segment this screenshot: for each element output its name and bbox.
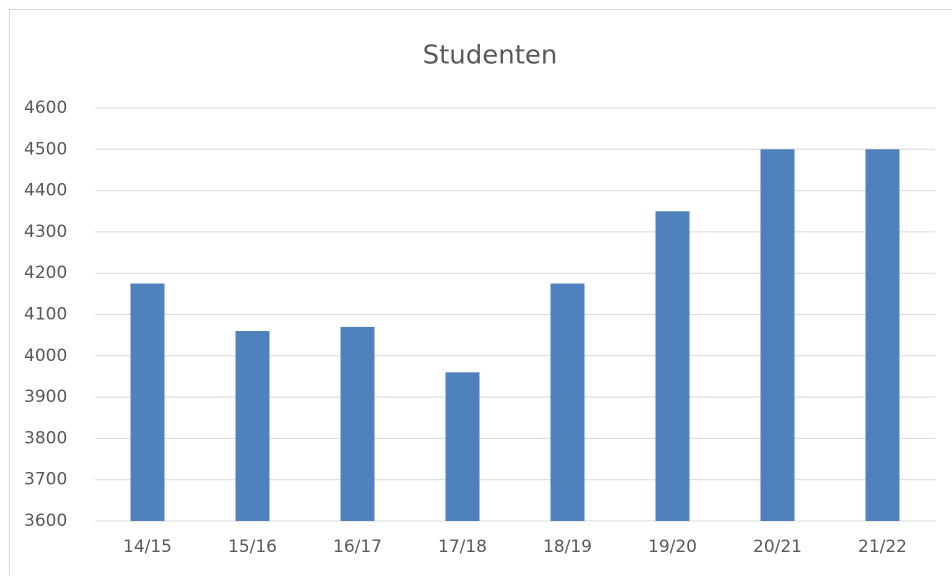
chart-title: Studenten — [423, 41, 558, 71]
y-tick-label: 4300 — [24, 222, 67, 242]
y-tick-label: 4100 — [24, 305, 67, 325]
bar — [341, 327, 375, 521]
bar — [761, 149, 795, 521]
y-tick-label: 4000 — [24, 346, 67, 366]
x-tick-label: 16/17 — [333, 537, 382, 557]
x-tick-label: 15/16 — [228, 537, 277, 557]
y-tick-label: 3700 — [24, 470, 67, 490]
bar — [131, 284, 165, 521]
y-tick-label: 3800 — [24, 428, 67, 448]
y-tick-label: 4200 — [24, 263, 67, 283]
bar — [551, 284, 585, 521]
y-tick-label: 4500 — [24, 139, 67, 159]
x-tick-label: 18/19 — [543, 537, 592, 557]
x-tick-label: 20/21 — [753, 537, 802, 557]
y-tick-label: 3600 — [24, 511, 67, 531]
y-tick-label: 4400 — [24, 181, 67, 201]
y-tick-label: 4600 — [24, 98, 67, 118]
x-tick-label: 21/22 — [858, 537, 907, 557]
bar — [656, 211, 690, 521]
bar — [866, 149, 900, 521]
bar — [236, 331, 270, 521]
y-tick-label: 3900 — [24, 387, 67, 407]
bar — [446, 372, 480, 521]
x-tick-label: 17/18 — [438, 537, 487, 557]
x-tick-label: 14/15 — [123, 537, 172, 557]
x-tick-label: 19/20 — [648, 537, 697, 557]
